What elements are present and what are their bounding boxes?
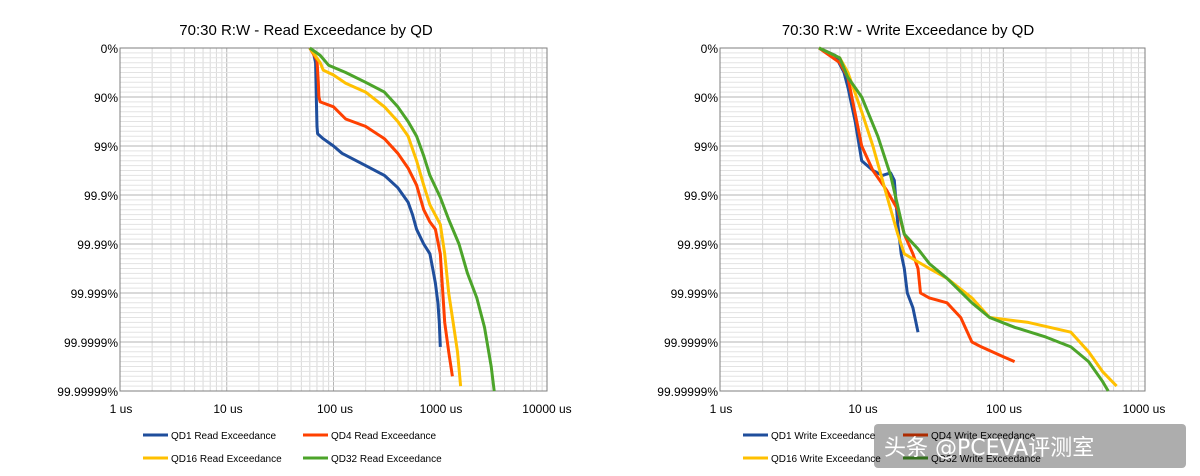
write-x-tick-2: 100 us bbox=[986, 402, 1022, 416]
read-x-tick-2: 100 us bbox=[317, 402, 353, 416]
read-x-tick-1: 10 us bbox=[213, 402, 242, 416]
read-y-tick-5: 99.999% bbox=[71, 287, 119, 301]
write-series-qd32-line bbox=[818, 46, 1110, 392]
read-y-tick-2: 99% bbox=[94, 140, 118, 154]
write-plot-border bbox=[719, 47, 1146, 392]
read-y-tick-3: 99.9% bbox=[84, 189, 118, 203]
read-legend-qd1: QD1 Read Exceedance bbox=[171, 431, 277, 442]
read-legend-qd16: QD16 Read Exceedance bbox=[171, 454, 282, 465]
watermark-backdrop bbox=[874, 424, 1186, 468]
write-x-tick-1: 10 us bbox=[848, 402, 877, 416]
write-legend-qd1: QD1 Write Exceedance bbox=[771, 431, 876, 442]
read-y-tick-1: 90% bbox=[94, 91, 118, 105]
write-series-qd16-line bbox=[818, 46, 1118, 388]
read-legend-qd4: QD4 Read Exceedance bbox=[331, 431, 437, 442]
write-y-tick-2: 99% bbox=[694, 140, 718, 154]
write-y-tick-1: 90% bbox=[694, 91, 718, 105]
write-series-lines bbox=[818, 46, 1118, 392]
write-y-tick-6: 99.9999% bbox=[664, 336, 718, 350]
write-exceedance-chart: 70:30 R:W - Write Exceedance by QD 0% 90… bbox=[657, 22, 1165, 465]
read-x-tick-0: 1 us bbox=[110, 402, 133, 416]
read-grid bbox=[119, 47, 547, 391]
read-series-qd16-line bbox=[308, 47, 463, 387]
read-y-tick-6: 99.9999% bbox=[64, 336, 118, 350]
write-series-qd1-line bbox=[818, 46, 920, 333]
watermark-text: 头条 @PCEVA评测室 bbox=[884, 436, 1094, 461]
read-x-tick-4: 10000 us bbox=[522, 402, 571, 416]
read-series-qd32-line bbox=[308, 46, 496, 392]
read-chart-title: 70:30 R:W - Read Exceedance by QD bbox=[179, 22, 433, 39]
read-y-tick-7: 99.99999% bbox=[57, 385, 118, 399]
write-x-tick-3: 1000 us bbox=[1123, 402, 1166, 416]
write-legend-qd16: QD16 Write Exceedance bbox=[771, 454, 881, 465]
write-chart-title: 70:30 R:W - Write Exceedance by QD bbox=[782, 22, 1034, 39]
write-legend-qd32: QD32 Write Exceedance bbox=[931, 454, 1041, 465]
read-plot-border bbox=[119, 47, 548, 392]
write-y-tick-4: 99.99% bbox=[677, 238, 718, 252]
write-x-tick-0: 1 us bbox=[710, 402, 733, 416]
read-series-lines bbox=[308, 46, 496, 392]
read-y-tick-0: 0% bbox=[101, 42, 119, 56]
write-legend-qd4: QD4 Write Exceedance bbox=[931, 431, 1036, 442]
read-legend-qd32: QD32 Read Exceedance bbox=[331, 454, 442, 465]
write-grid bbox=[719, 47, 1145, 391]
write-y-tick-3: 99.9% bbox=[684, 189, 718, 203]
read-legend: QD1 Read Exceedance QD4 Read Exceedance … bbox=[143, 431, 442, 465]
write-y-tick-5: 99.999% bbox=[671, 287, 719, 301]
watermark: 头条 @PCEVA评测室 bbox=[874, 424, 1186, 468]
read-series-qd1-line bbox=[308, 47, 442, 347]
read-series-qd4-line bbox=[308, 47, 454, 377]
write-legend: QD1 Write Exceedance QD4 Write Exceedanc… bbox=[743, 431, 1041, 465]
write-y-tick-7: 99.99999% bbox=[657, 385, 718, 399]
read-y-tick-4: 99.99% bbox=[77, 238, 118, 252]
write-y-tick-0: 0% bbox=[701, 42, 719, 56]
read-exceedance-chart: 70:30 R:W - Read Exceedance by QD 0% 90%… bbox=[57, 22, 571, 465]
read-x-tick-3: 1000 us bbox=[420, 402, 463, 416]
